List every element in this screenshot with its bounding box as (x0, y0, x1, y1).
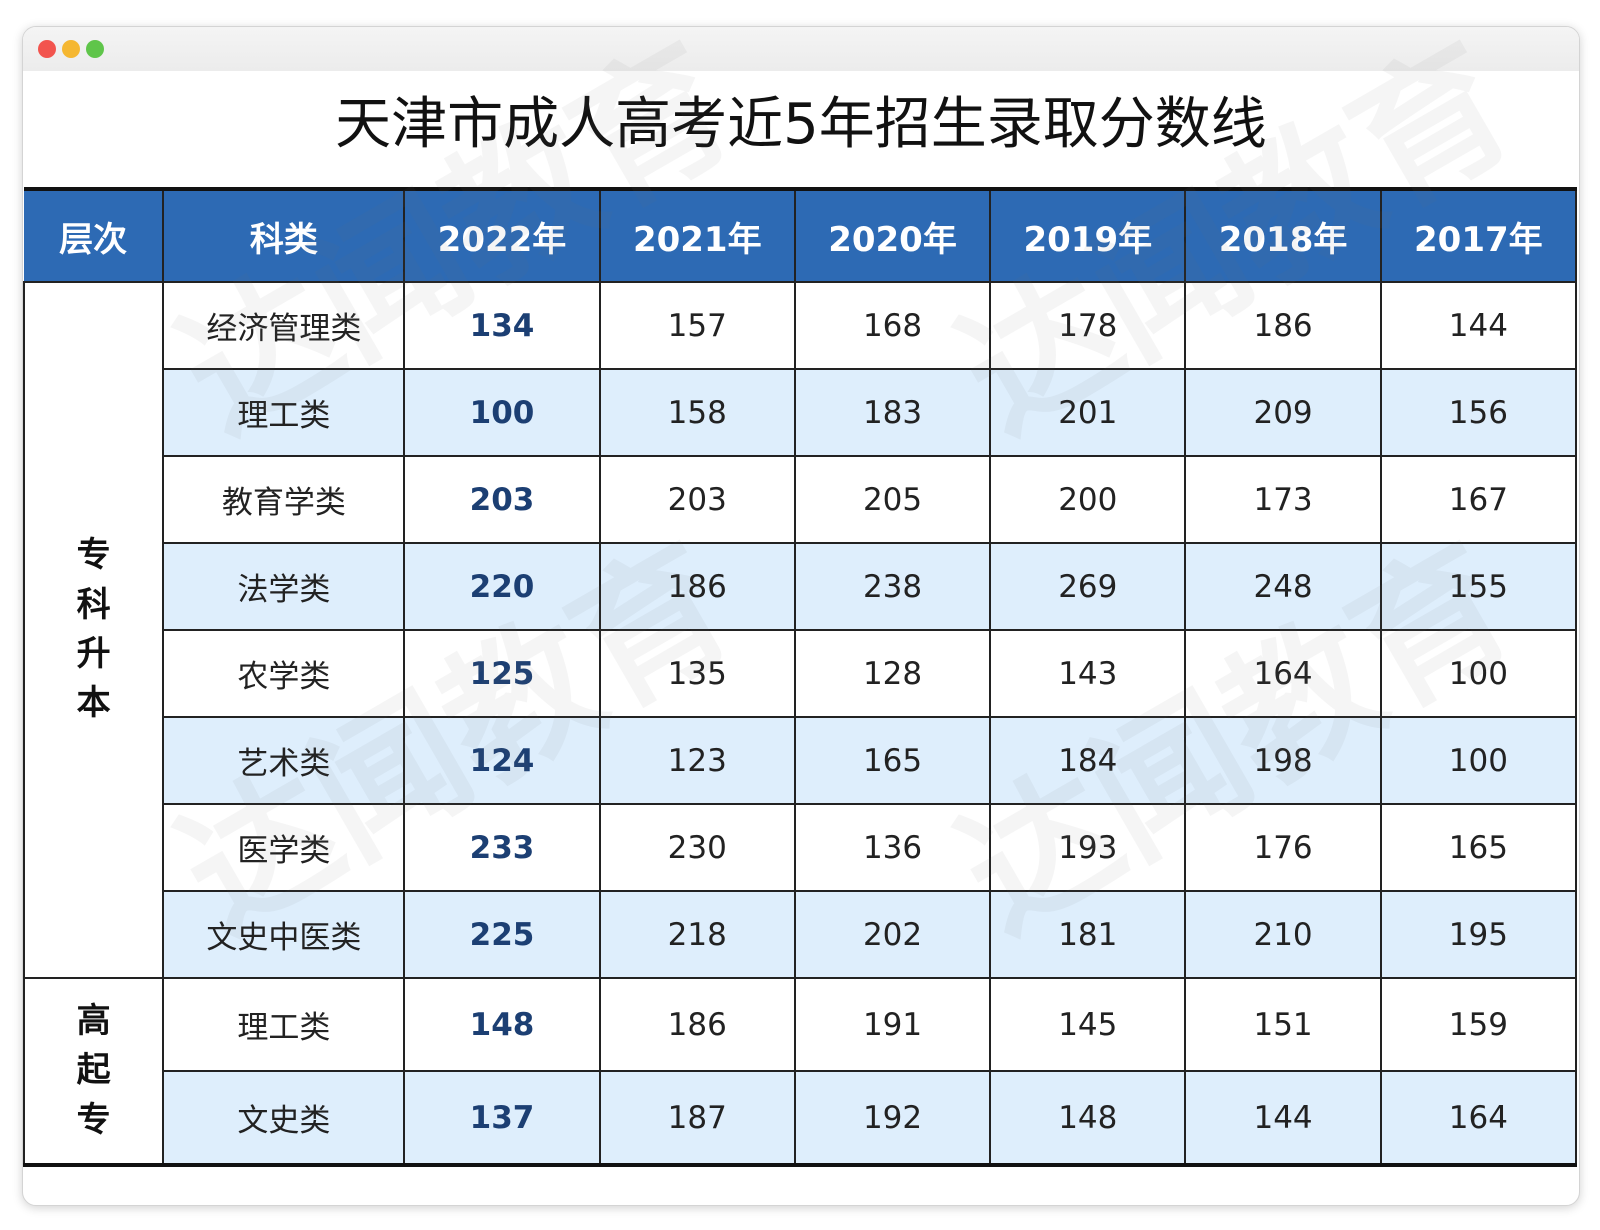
score-cell: 135 (598, 629, 796, 718)
score-cell: 176 (1184, 803, 1382, 892)
table-row: 文史类 137 187 192 148 144 164 (24, 1070, 1578, 1166)
category-cell: 文史中医类 (162, 890, 406, 979)
header-year-2017: 2017年 (1379, 188, 1578, 283)
score-cell: 100 (1379, 629, 1578, 718)
score-cell: 238 (793, 542, 992, 631)
table-row: 艺术类 124 123 165 184 198 100 (24, 716, 1578, 805)
score-cell: 134 (403, 281, 601, 370)
score-cell: 157 (598, 281, 796, 370)
table-row: 文史中医类 225 218 202 181 210 195 (24, 890, 1578, 979)
score-cell: 193 (989, 803, 1187, 892)
maximize-window-button[interactable] (86, 40, 104, 58)
score-cell: 230 (598, 803, 796, 892)
score-cell: 123 (598, 716, 796, 805)
category-cell: 医学类 (162, 803, 406, 892)
score-cell: 220 (403, 542, 601, 631)
header-level: 层次 (24, 188, 165, 283)
score-cell: 167 (1379, 455, 1578, 544)
table-row: 高 起 专理工类 148 186 191 145 151 159 (23, 977, 1578, 1166)
score-cell: 186 (598, 977, 796, 1072)
category-cell: 农学类 (162, 629, 406, 718)
score-cell: 195 (1379, 890, 1578, 979)
score-cell: 186 (598, 542, 796, 631)
table-row: 理工类 100 158 183 201 209 156 (24, 368, 1578, 457)
score-cell: 203 (598, 455, 796, 544)
header-year-2020: 2020年 (793, 188, 992, 283)
score-cell: 136 (793, 803, 992, 892)
admission-score-table: 层次 科类 2022年 2021年 2020年 2019年 2018年 2017… (23, 187, 1578, 1167)
score-cell: 181 (989, 890, 1187, 979)
score-cell: 233 (403, 803, 601, 892)
level-cell: 专 科 升 本 (23, 281, 165, 979)
score-cell: 158 (598, 368, 796, 457)
score-cell: 198 (1184, 716, 1382, 805)
score-cell: 155 (1379, 542, 1578, 631)
table-row: 教育学类 203 203 205 200 173 167 (24, 455, 1578, 544)
score-cell: 124 (403, 716, 601, 805)
score-cell: 248 (1184, 542, 1382, 631)
table-header-row: 层次 科类 2022年 2021年 2020年 2019年 2018年 2017… (24, 188, 1578, 283)
score-cell: 184 (989, 716, 1187, 805)
table-row: 农学类 125 135 128 143 164 100 (24, 629, 1578, 718)
score-cell: 143 (989, 629, 1187, 718)
score-cell: 151 (1184, 977, 1382, 1072)
level-cell: 高 起 专 (23, 977, 165, 1166)
score-cell: 186 (1184, 281, 1382, 370)
table-body: 专 科 升 本经济管理类 134 157 168 178 186 144 理工类 100 158 1… (23, 281, 1578, 1166)
minimize-window-button[interactable] (62, 40, 80, 58)
page-title: 天津市成人高考近5年招生录取分数线 (335, 92, 1267, 157)
window-titlebar (23, 27, 1579, 71)
score-cell: 165 (1379, 803, 1578, 892)
category-cell: 法学类 (162, 542, 406, 631)
score-cell: 209 (1184, 368, 1382, 457)
score-cell: 202 (793, 890, 992, 979)
close-window-button[interactable] (38, 40, 56, 58)
score-cell: 145 (989, 977, 1187, 1072)
score-cell: 201 (989, 368, 1187, 457)
score-cell: 159 (1379, 977, 1578, 1072)
score-cell: 144 (1379, 281, 1578, 370)
score-cell: 100 (403, 368, 601, 457)
score-cell: 137 (403, 1070, 601, 1166)
score-cell: 187 (598, 1070, 796, 1166)
table-row: 法学类 220 186 238 269 248 155 (24, 542, 1578, 631)
score-cell: 165 (793, 716, 992, 805)
header-year-2019: 2019年 (989, 188, 1187, 283)
score-cell: 144 (1184, 1070, 1382, 1166)
table-row: 医学类 233 230 136 193 176 165 (24, 803, 1578, 892)
score-cell: 148 (989, 1070, 1187, 1166)
category-cell: 文史类 (162, 1070, 406, 1166)
score-cell: 203 (403, 455, 601, 544)
score-cell: 218 (598, 890, 796, 979)
category-cell: 教育学类 (162, 455, 406, 544)
category-cell: 理工类 (162, 368, 406, 457)
score-cell: 173 (1184, 455, 1382, 544)
score-cell: 183 (793, 368, 992, 457)
category-cell: 理工类 (162, 977, 406, 1072)
score-cell: 192 (793, 1070, 992, 1166)
score-cell: 156 (1379, 368, 1578, 457)
score-cell: 269 (989, 542, 1187, 631)
score-cell: 168 (793, 281, 992, 370)
category-cell: 艺术类 (162, 716, 406, 805)
score-cell: 125 (403, 629, 601, 718)
table-row: 专 科 升 本经济管理类 134 157 168 178 186 144 (23, 281, 1578, 979)
score-cell: 164 (1184, 629, 1382, 718)
browser-window: 天津市成人高考近5年招生录取分数线 层次 科类 2022年 2021年 2020… (22, 26, 1580, 1206)
header-year-2022: 2022年 (403, 188, 601, 283)
header-year-2018: 2018年 (1184, 188, 1382, 283)
score-cell: 200 (989, 455, 1187, 544)
header-category: 科类 (162, 188, 406, 283)
score-cell: 128 (793, 629, 992, 718)
score-cell: 164 (1379, 1070, 1578, 1166)
score-cell: 178 (989, 281, 1187, 370)
score-cell: 210 (1184, 890, 1382, 979)
score-cell: 225 (403, 890, 601, 979)
score-cell: 205 (793, 455, 992, 544)
score-cell: 191 (793, 977, 992, 1072)
score-cell: 100 (1379, 716, 1578, 805)
category-cell: 经济管理类 (162, 281, 406, 370)
header-year-2021: 2021年 (598, 188, 796, 283)
score-cell: 148 (403, 977, 601, 1072)
